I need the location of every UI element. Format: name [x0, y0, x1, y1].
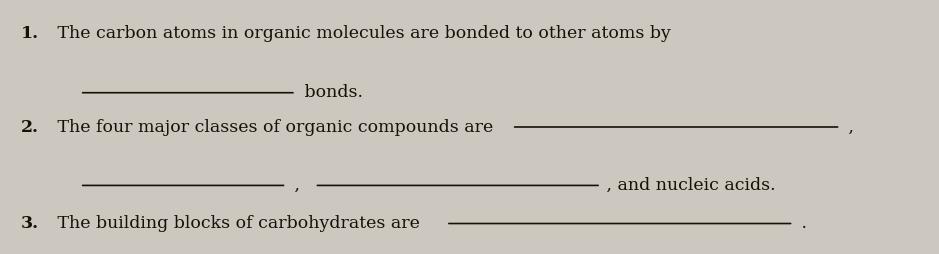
- Text: 2.: 2.: [21, 119, 38, 135]
- Text: ,: ,: [843, 119, 854, 135]
- Text: The four major classes of organic compounds are: The four major classes of organic compou…: [52, 119, 493, 135]
- Text: bonds.: bonds.: [299, 84, 362, 101]
- Text: The building blocks of carbohydrates are: The building blocks of carbohydrates are: [52, 215, 420, 232]
- Text: The carbon atoms in organic molecules are bonded to other atoms by: The carbon atoms in organic molecules ar…: [52, 25, 670, 41]
- Text: ,: ,: [289, 177, 300, 194]
- Text: 3.: 3.: [21, 215, 38, 232]
- Text: , and nucleic acids.: , and nucleic acids.: [601, 177, 776, 194]
- Text: .: .: [796, 215, 808, 232]
- Text: 1.: 1.: [21, 25, 38, 41]
